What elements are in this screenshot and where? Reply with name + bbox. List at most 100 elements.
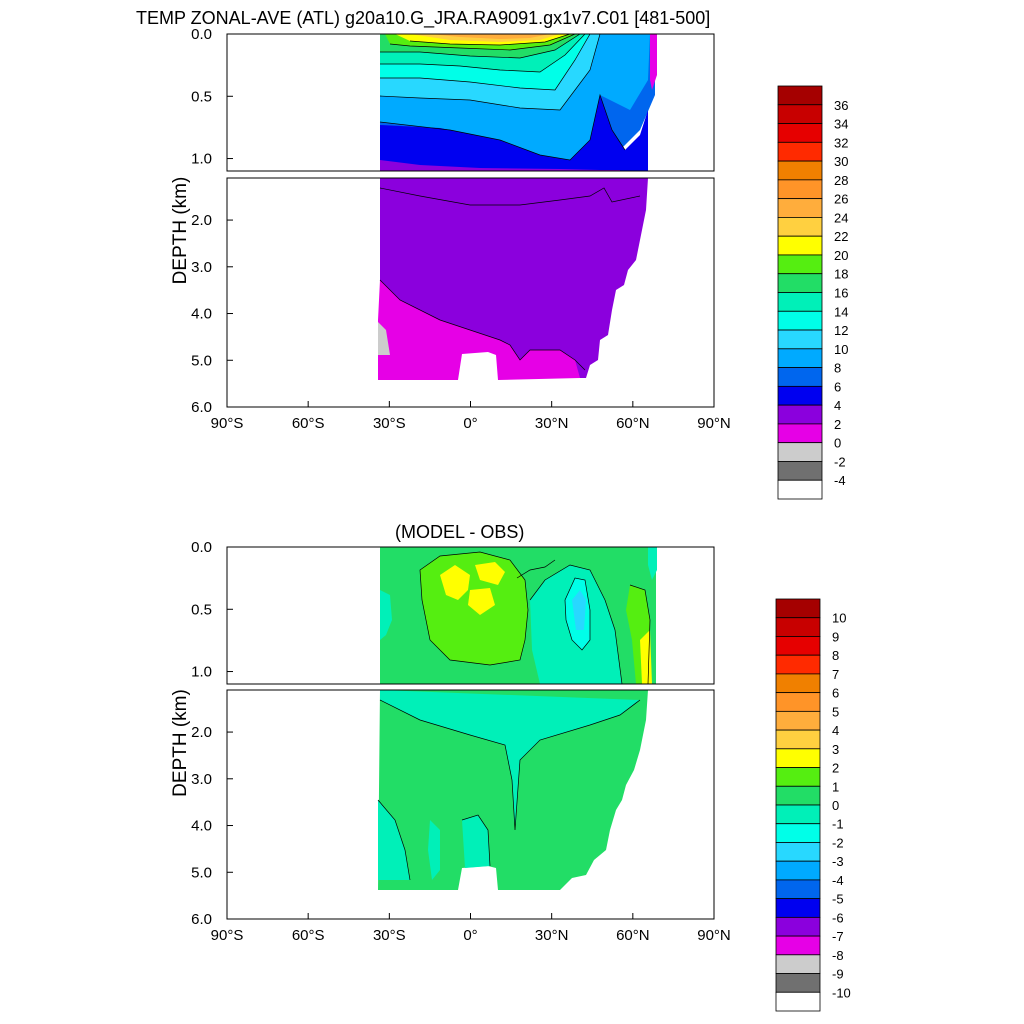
top-colorbar-label: 32 — [834, 135, 848, 150]
bottom-x-tick-label: 0° — [463, 927, 477, 944]
bottom-colorbar-swatch — [775, 823, 821, 843]
bottom-x-tick-label: 90°N — [697, 927, 731, 944]
axes-layer: 90°S 60°S 30°S 0° 30°N 60°N 90°N 0.0 0.5 1.0 2.0 3.… — [170, 26, 851, 1012]
bottom-y-tick-label: 5.0 — [191, 864, 212, 881]
bottom-colorbar-label: -6 — [832, 910, 844, 925]
bottom-x-tick-label: 30°S — [373, 927, 406, 944]
top-y-tick-label: 0.0 — [191, 26, 212, 43]
top-y-tick-label: 2.0 — [191, 212, 212, 229]
bottom-colorbar-label: 1 — [832, 779, 839, 794]
bottom-colorbar-swatch — [775, 860, 821, 881]
diff-region-northmost-neg — [648, 547, 657, 580]
bottom-colorbar-label: -1 — [832, 817, 844, 832]
top-colorbar-label: 2 — [834, 417, 841, 432]
top-colorbar-label: 22 — [834, 229, 848, 244]
top-colorbar-swatch — [777, 104, 823, 124]
bottom-y-tick-label: 1.0 — [191, 664, 212, 681]
bottom-upper-contours — [419, 551, 651, 684]
top-colorbar-label: -4 — [834, 473, 846, 488]
top-colorbar-swatch — [777, 273, 823, 293]
diff-region-2-3 — [440, 565, 470, 600]
top-colorbar-swatch — [777, 235, 823, 256]
diff-region-2-3c — [468, 588, 495, 615]
bottom-y-tick-label: 6.0 — [191, 911, 212, 928]
top-colorbar-swatch — [777, 385, 823, 406]
top-x-tick-label: 30°S — [373, 415, 406, 432]
top-colorbar-swatch — [777, 160, 823, 181]
top-colorbar-label: 20 — [834, 248, 848, 263]
top-colorbar-swatch — [777, 198, 823, 218]
top-colorbar-label: 6 — [834, 379, 841, 394]
top-colorbar-swatch — [777, 423, 823, 444]
bottom-colorbar-label: 7 — [832, 667, 839, 682]
diff-region-minus1-deep3 — [462, 815, 490, 868]
bottom-colorbar-label: -8 — [832, 948, 844, 963]
bottom-colorbar-swatch — [775, 692, 821, 712]
temp-region-4 — [380, 178, 648, 378]
top-colorbar-label: 26 — [834, 192, 848, 207]
temp-region-4-upper — [380, 160, 620, 171]
bottom-colorbar-label: -3 — [832, 854, 844, 869]
top-y-tick-label: 4.0 — [191, 306, 212, 323]
top-colorbar-swatch — [777, 329, 823, 350]
bottom-colorbar-label: 0 — [832, 798, 839, 813]
bottom-colorbar-swatch — [775, 935, 821, 956]
bottom-colorbar-label: 4 — [832, 723, 839, 738]
top-colorbar-swatch — [777, 479, 823, 500]
bottom-x-tick-label: 90°S — [211, 927, 244, 944]
top-colorbar-swatch — [777, 367, 823, 387]
top-colorbar-swatch — [777, 254, 823, 275]
top-colorbar-label: 24 — [834, 210, 848, 225]
bottom-colorbar-label: 9 — [832, 629, 839, 644]
top-colorbar-label: 28 — [834, 173, 848, 188]
temp-region-26 — [430, 34, 550, 39]
bottom-colorbar-swatch — [775, 954, 821, 974]
bottom-colorbar-swatch — [775, 654, 821, 675]
bottom-colorbar-label: -4 — [832, 873, 844, 888]
top-x-tick-label: 60°S — [292, 415, 325, 432]
top-colorbar-swatch — [777, 141, 823, 162]
bottom-panel-upper-fill — [380, 547, 657, 684]
bottom-colorbar-label: -7 — [832, 929, 844, 944]
bottom-colorbar-swatch — [775, 729, 821, 750]
top-colorbar-label: 4 — [834, 398, 841, 413]
bottom-x-tick-label: 30°N — [535, 927, 569, 944]
bottom-x-tick-label: 60°N — [616, 927, 650, 944]
top-colorbar-swatch — [777, 348, 823, 368]
bottom-colorbar-label: 3 — [832, 742, 839, 757]
bottom-y-tick-label: 2.0 — [191, 724, 212, 741]
bottom-colorbar-label: 6 — [832, 686, 839, 701]
top-colorbar-label: 18 — [834, 267, 848, 282]
chart-title-bottom: (MODEL - OBS) — [395, 522, 525, 542]
temp-region-6 — [380, 95, 648, 171]
bottom-colorbar-label: 5 — [832, 704, 839, 719]
bottom-colorbar-swatch — [775, 804, 821, 825]
top-colorbar-label: 30 — [834, 154, 848, 169]
top-colorbar-label: 0 — [834, 436, 841, 451]
top-colorbar-label: 12 — [834, 323, 848, 338]
bottom-y-tick-label: 4.0 — [191, 818, 212, 835]
top-frame-upper — [226, 33, 715, 172]
top-y-axis-label: DEPTH (km) — [170, 177, 191, 285]
top-colorbar-label: 8 — [834, 361, 841, 376]
bottom-colorbar-swatch — [775, 767, 821, 787]
top-y-tick-label: 6.0 — [191, 399, 212, 416]
top-colorbar-label: -2 — [834, 454, 846, 469]
bottom-colorbar-swatch — [775, 991, 821, 1012]
top-colorbar-swatch — [777, 217, 823, 237]
bottom-colorbar-swatch — [775, 973, 821, 993]
top-lower-contours — [379, 187, 641, 371]
bottom-colorbar-swatch — [775, 842, 821, 862]
bottom-colorbar-label: 2 — [832, 761, 839, 776]
top-y-tick-label: 3.0 — [191, 259, 212, 276]
bottom-colorbar-label: -2 — [832, 835, 844, 850]
top-colorbar-swatch — [777, 292, 823, 312]
bottom-colorbar-swatch — [775, 598, 821, 619]
bottom-lower-contours — [377, 699, 641, 881]
diff-region-minus1-deep2 — [428, 820, 440, 880]
top-colorbar-swatch — [777, 179, 823, 200]
top-x-tick-label: 30°N — [535, 415, 569, 432]
top-colorbar-swatch — [777, 461, 823, 481]
temp-region-far-north — [650, 34, 657, 90]
